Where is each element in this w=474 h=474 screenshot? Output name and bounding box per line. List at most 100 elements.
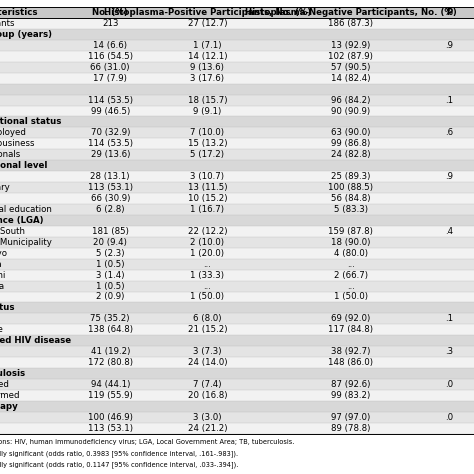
Bar — [0, 138, 474, 149]
Text: 9 (13.6): 9 (13.6) — [191, 63, 224, 72]
Text: TB therapy: TB therapy — [0, 402, 18, 411]
Text: 3 (1.4): 3 (1.4) — [96, 271, 125, 280]
Text: 17 (7.9): 17 (7.9) — [93, 74, 127, 82]
Text: Private business: Private business — [0, 139, 35, 148]
Text: ...: ... — [203, 260, 211, 269]
Text: 13 (11.5): 13 (11.5) — [188, 183, 227, 192]
Bar — [0, 357, 474, 368]
Text: 24 (21.2): 24 (21.2) — [188, 424, 227, 433]
Text: Residence (LGA): Residence (LGA) — [0, 216, 44, 225]
Bar — [0, 149, 474, 160]
Text: 15 (13.2): 15 (13.2) — [188, 139, 227, 148]
Bar — [0, 390, 474, 401]
Text: 87 (92.6): 87 (92.6) — [331, 380, 371, 389]
Text: Akamkpa: Akamkpa — [0, 282, 5, 291]
Text: HIV status: HIV status — [0, 303, 15, 312]
Text: Histoplasma-Positive Participants, No. (%): Histoplasma-Positive Participants, No. (… — [104, 8, 311, 17]
Text: Advanced HIV disease: Advanced HIV disease — [0, 336, 72, 345]
Bar — [0, 313, 474, 324]
Text: aStatistically significant (odds ratio, 0.3983 [95% confidence interval, .161-.9: aStatistically significant (odds ratio, … — [0, 450, 238, 457]
Bar — [0, 62, 474, 73]
Bar — [0, 379, 474, 390]
Text: 56 (84.8): 56 (84.8) — [331, 194, 371, 203]
Text: Self-employed: Self-employed — [0, 128, 27, 137]
Text: 4 (80.0): 4 (80.0) — [334, 249, 368, 258]
Text: Abbreviations: HIV, human immunodeficiency virus; LGA, Local Government Area; TB: Abbreviations: HIV, human immunodeficien… — [0, 439, 295, 446]
Text: Calabar Municipality: Calabar Municipality — [0, 238, 52, 247]
Text: Secondary: Secondary — [0, 183, 10, 192]
Text: 99 (46.5): 99 (46.5) — [91, 107, 130, 116]
Text: 1 (7.1): 1 (7.1) — [193, 41, 222, 50]
Text: 1 (16.7): 1 (16.7) — [191, 205, 224, 214]
Bar — [0, 160, 474, 171]
Bar — [0, 18, 474, 29]
Bar — [0, 270, 474, 281]
Text: 99 (86.8): 99 (86.8) — [331, 139, 370, 148]
Text: bStatistically significant (odds ratio, 0.1147 [95% confidence interval, .033-.3: bStatistically significant (odds ratio, … — [0, 461, 239, 468]
Text: 22 (12.2): 22 (12.2) — [188, 227, 227, 236]
Bar — [0, 302, 474, 313]
Text: 90 (90.9): 90 (90.9) — [331, 107, 370, 116]
Text: .6: .6 — [445, 128, 453, 137]
Bar — [0, 182, 474, 193]
Text: 2 (10.0): 2 (10.0) — [191, 238, 224, 247]
Text: 7 (7.4): 7 (7.4) — [193, 380, 222, 389]
Text: Histoplasma-Negative Participants, No. (%): Histoplasma-Negative Participants, No. (… — [245, 8, 456, 17]
Text: .9: .9 — [445, 172, 453, 181]
Text: 1 (50.0): 1 (50.0) — [334, 292, 368, 301]
Text: 27 (12.7): 27 (12.7) — [188, 19, 227, 28]
Text: No. (%): No. (%) — [92, 8, 128, 17]
Text: 102 (87.9): 102 (87.9) — [328, 52, 373, 61]
Text: 2 (66.7): 2 (66.7) — [334, 271, 368, 280]
Text: 14 (82.4): 14 (82.4) — [331, 74, 371, 82]
Bar — [0, 324, 474, 335]
Text: Calabar South: Calabar South — [0, 227, 26, 236]
Bar — [0, 368, 474, 379]
Bar — [0, 335, 474, 346]
Text: 1 (20.0): 1 (20.0) — [191, 249, 224, 258]
Text: Participants: Participants — [0, 19, 15, 28]
Text: .4: .4 — [445, 227, 453, 236]
Bar — [0, 73, 474, 84]
Text: .1: .1 — [445, 96, 453, 105]
Text: 9 (9.1): 9 (9.1) — [193, 107, 221, 116]
Text: 3 (17.6): 3 (17.6) — [191, 74, 224, 82]
Bar — [0, 117, 474, 128]
Text: 18 (90.0): 18 (90.0) — [331, 238, 371, 247]
Text: Professionals: Professionals — [0, 150, 21, 159]
Text: .3: .3 — [445, 347, 453, 356]
Text: 186 (87.3): 186 (87.3) — [328, 19, 373, 28]
Text: 63 (90.0): 63 (90.0) — [331, 128, 371, 137]
Text: 113 (53.1): 113 (53.1) — [88, 424, 133, 433]
Text: 7 (10.0): 7 (10.0) — [191, 128, 224, 137]
Text: 25 (89.3): 25 (89.3) — [331, 172, 371, 181]
Text: Negative: Negative — [0, 325, 3, 334]
Text: 28 (13.1): 28 (13.1) — [91, 172, 130, 181]
Text: 1 (0.5): 1 (0.5) — [96, 282, 125, 291]
Text: 41 (19.2): 41 (19.2) — [91, 347, 130, 356]
Text: 21 (15.2): 21 (15.2) — [188, 325, 227, 334]
Bar — [0, 259, 474, 270]
Text: 70 (32.9): 70 (32.9) — [91, 128, 130, 137]
Text: 1 (50.0): 1 (50.0) — [191, 292, 224, 301]
Text: 69 (92.0): 69 (92.0) — [331, 314, 370, 323]
Bar — [0, 84, 474, 95]
Text: 20 (9.4): 20 (9.4) — [93, 238, 127, 247]
Bar — [0, 281, 474, 292]
Text: Characteristics: Characteristics — [0, 8, 38, 17]
Text: 94 (44.1): 94 (44.1) — [91, 380, 130, 389]
Text: Unconfirmed: Unconfirmed — [0, 391, 20, 400]
Text: 96 (84.2): 96 (84.2) — [331, 96, 371, 105]
Text: .1: .1 — [445, 314, 453, 323]
Bar — [0, 193, 474, 204]
Text: 114 (53.5): 114 (53.5) — [88, 96, 133, 105]
Text: 24 (14.0): 24 (14.0) — [188, 358, 227, 367]
Bar — [0, 171, 474, 182]
Text: ...: ... — [347, 282, 355, 291]
Bar — [0, 346, 474, 357]
Text: 3 (7.3): 3 (7.3) — [193, 347, 222, 356]
Text: Odukpani: Odukpani — [0, 271, 6, 280]
Text: 14 (12.1): 14 (12.1) — [188, 52, 227, 61]
Bar — [0, 40, 474, 51]
Text: 159 (87.8): 159 (87.8) — [328, 227, 373, 236]
